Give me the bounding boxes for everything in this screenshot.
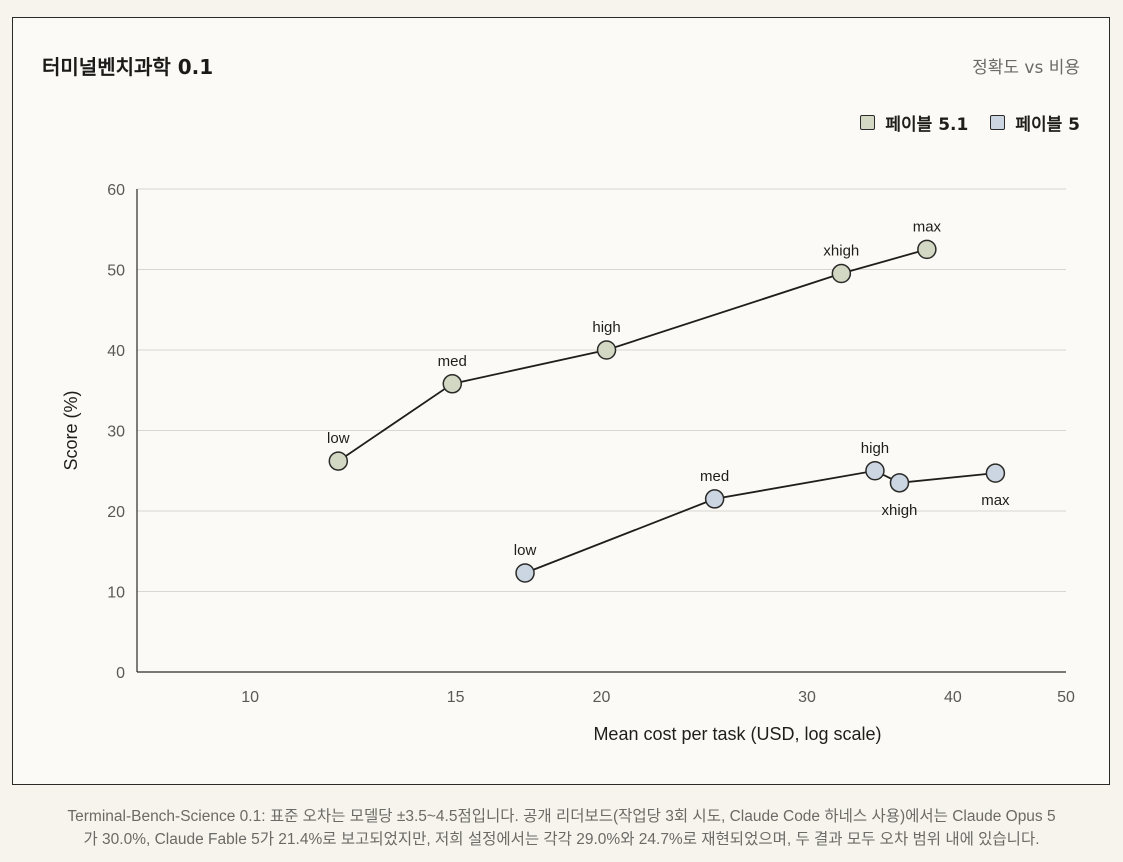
legend-swatch-fable-5-1: [860, 115, 876, 130]
chart-subtitle: 정확도 vs 비용: [972, 58, 1080, 78]
x-tick-label-30: 30: [798, 689, 816, 706]
y-tick-label-10: 10: [107, 585, 125, 602]
x-tick-label-40: 40: [944, 689, 962, 706]
y-tick-label-30: 30: [107, 424, 125, 441]
data-label-s0-low: low: [327, 430, 350, 447]
chart-title: 터미널벤치과학 0.1: [42, 55, 214, 79]
legend-label-fable-5-1: 페이블 5.1: [885, 115, 969, 135]
data-label-s0-med: med: [438, 353, 467, 370]
chart-card: 터미널벤치과학 0.1 정확도 vs 비용 페이블 5.1 페이블 5: [12, 17, 1110, 785]
caption-line-1: Terminal-Bench-Science 0.1: 표준 오차는 모델당 ±…: [67, 808, 1056, 825]
legend-item-fable-5-1: 페이블 5.1: [860, 110, 968, 135]
data-point-s1-max: [985, 463, 1006, 483]
legend: 페이블 5.1 페이블 5: [860, 110, 1080, 135]
data-point-s0-low: [328, 451, 349, 471]
data-label-s1-low: low: [514, 542, 537, 559]
x-tick-label-50: 50: [1057, 689, 1075, 706]
data-point-s0-med: [442, 374, 463, 394]
data-label-s0-high: high: [592, 319, 620, 336]
legend-label-fable-5: 페이블 5: [1015, 115, 1080, 135]
x-tick-label-20: 20: [593, 689, 611, 706]
data-label-s1-high: high: [861, 440, 889, 457]
data-label-s0-xhigh: xhigh: [823, 243, 859, 260]
series-line-1: [524, 469, 996, 574]
y-tick-label-40: 40: [107, 343, 125, 360]
data-point-s0-max: [917, 239, 937, 260]
chart-caption: Terminal-Bench-Science 0.1: 표준 오차는 모델당 ±…: [0, 805, 1123, 851]
data-label-s1-med: med: [700, 468, 729, 485]
data-label-s1-max: max: [981, 492, 1010, 509]
data-label-s1-xhigh: xhigh: [882, 502, 918, 519]
data-point-s1-med: [704, 489, 725, 509]
x-tick-label-15: 15: [447, 689, 465, 706]
x-axis-title: Mean cost per task (USD, log scale): [593, 724, 881, 744]
y-tick-label-60: 60: [107, 182, 125, 199]
data-point-s0-high: [596, 340, 617, 360]
data-point-s1-xhigh: [889, 473, 910, 493]
data-point-s1-low: [515, 563, 535, 583]
legend-swatch-fable-5: [990, 115, 1006, 130]
data-point-s0-xhigh: [831, 263, 852, 284]
y-tick-label-20: 20: [107, 504, 125, 521]
y-tick-label-0: 0: [116, 665, 125, 682]
chart-plot-area: 0 10 20 30 40 50 60 10 15 20 30 40 50 Mean cost per t…: [61, 182, 1075, 744]
data-label-s0-max: max: [913, 218, 942, 235]
caption-line-2: 가 30.0%, Claude Fable 5가 21.4%로 보고되었지만, …: [83, 831, 1040, 848]
legend-item-fable-5: 페이블 5: [990, 110, 1080, 135]
y-tick-label-50: 50: [107, 263, 125, 280]
y-axis-title: Score (%): [61, 390, 81, 470]
data-point-s1-high: [865, 461, 885, 481]
x-tick-label-10: 10: [241, 689, 259, 706]
